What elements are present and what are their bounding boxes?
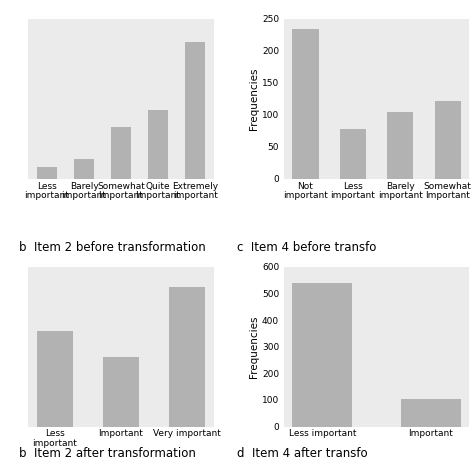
Bar — [435, 101, 461, 179]
Bar — [37, 331, 73, 427]
Bar — [292, 283, 352, 427]
Bar — [401, 399, 461, 427]
Y-axis label: Frequencies: Frequencies — [249, 315, 259, 378]
Y-axis label: Frequencies: Frequencies — [249, 68, 259, 130]
Bar — [185, 42, 205, 179]
Bar — [74, 159, 94, 179]
Bar — [37, 167, 57, 179]
Text: d  Item 4 after transfo: d Item 4 after transfo — [237, 447, 368, 460]
Bar — [387, 112, 413, 179]
Bar — [169, 287, 205, 427]
Bar — [340, 129, 366, 179]
Bar — [111, 128, 131, 179]
Text: c  Item 4 before transfo: c Item 4 before transfo — [237, 241, 376, 254]
Text: b  Item 2 before transformation: b Item 2 before transformation — [19, 241, 206, 254]
Bar — [103, 357, 139, 427]
Bar — [148, 110, 168, 179]
Bar — [292, 28, 319, 179]
Text: b  Item 2 after transformation: b Item 2 after transformation — [19, 447, 196, 460]
